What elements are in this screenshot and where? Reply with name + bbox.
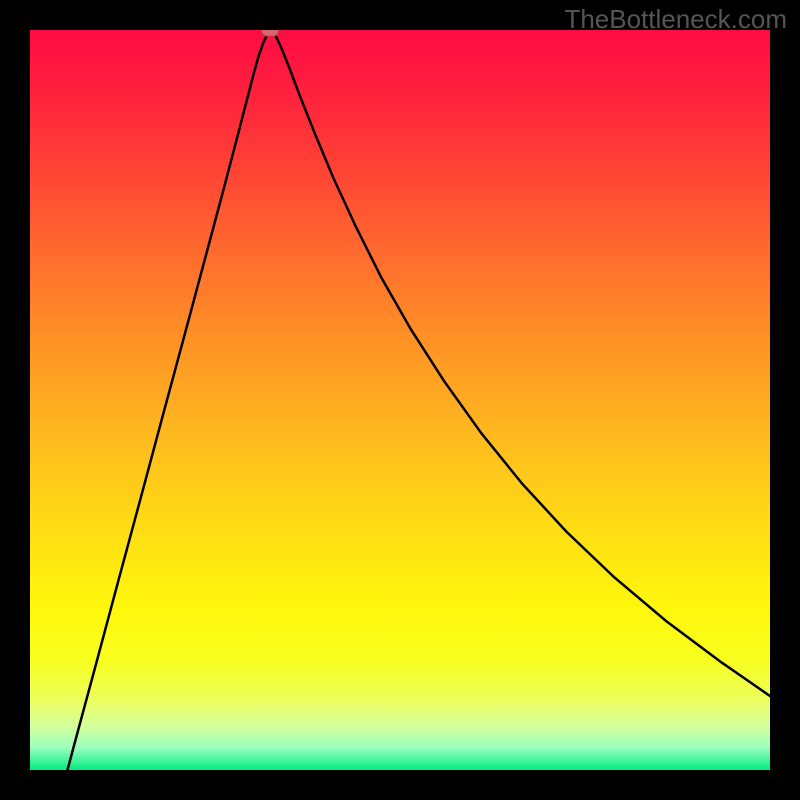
bottleneck-chart: TheBottleneck.com	[0, 0, 800, 800]
optimal-point-marker	[261, 26, 279, 37]
plot-gradient-background	[30, 30, 770, 770]
watermark-text: TheBottleneck.com	[564, 4, 787, 35]
